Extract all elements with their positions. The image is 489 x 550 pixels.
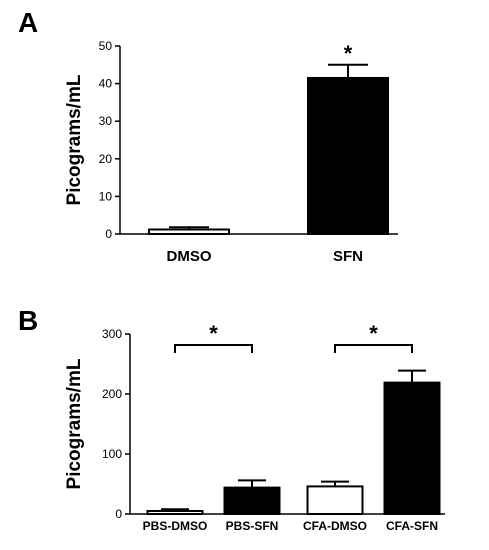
panel-b-significance-star: * (209, 321, 218, 346)
panel-a-bar (148, 228, 230, 236)
panel-b-plot: 0 100 200 300 PBS-DMSO PBS-SFN CFA-DMSO CFA-SFN… (102, 321, 445, 533)
panel-b-bar (383, 381, 441, 515)
panel-a-y-tick-label: 10 (99, 189, 113, 203)
panel-b-bar (223, 486, 281, 516)
panel-b-category-label: PBS-DMSO (143, 519, 208, 533)
panel-b-letter: B (18, 305, 38, 336)
panel-a-y-tick-label: 0 (105, 227, 112, 241)
panel-a-y-tick-label: 40 (99, 77, 113, 91)
panel-b: B Picograms/mL 0 100 200 300 PBS-DMSO PBS-SFN… (18, 305, 445, 533)
panel-b-y-axis-label: Picograms/mL (64, 358, 85, 489)
panel-a: A Picograms/mL 0 10 20 30 40 50 DMSO SFN * (18, 7, 398, 265)
panel-b-significance-star: * (369, 321, 378, 346)
panel-a-y-axis-label: Picograms/mL (64, 74, 85, 205)
panel-a-category-label: SFN (333, 248, 363, 265)
panel-a-letter: A (18, 7, 38, 38)
panel-b-y-tick-label: 200 (102, 387, 122, 401)
panel-a-y-tick-label: 30 (99, 114, 113, 128)
panel-b-category-label: CFA-DMSO (303, 519, 367, 533)
panel-b-category-label: CFA-SFN (386, 519, 438, 533)
panel-b-y-tick-label: 0 (115, 507, 122, 521)
panel-a-category-label: DMSO (167, 248, 212, 265)
panel-b-bar (306, 485, 364, 515)
panel-a-significance-star: * (344, 41, 353, 66)
panel-a-y-tick-label: 20 (99, 152, 113, 166)
panel-b-bar (146, 510, 204, 515)
panel-a-bar (307, 76, 389, 235)
panel-b-category-label: PBS-SFN (226, 519, 279, 533)
panel-a-y-tick-label: 50 (99, 39, 113, 53)
panel-b-significance-bracket (174, 344, 253, 353)
panel-a-plot: 0 10 20 30 40 50 DMSO SFN * (99, 39, 398, 265)
panel-b-significance-bracket (334, 344, 413, 353)
panel-b-y-tick-label: 300 (102, 327, 122, 341)
panel-b-y-tick-label: 100 (102, 447, 122, 461)
